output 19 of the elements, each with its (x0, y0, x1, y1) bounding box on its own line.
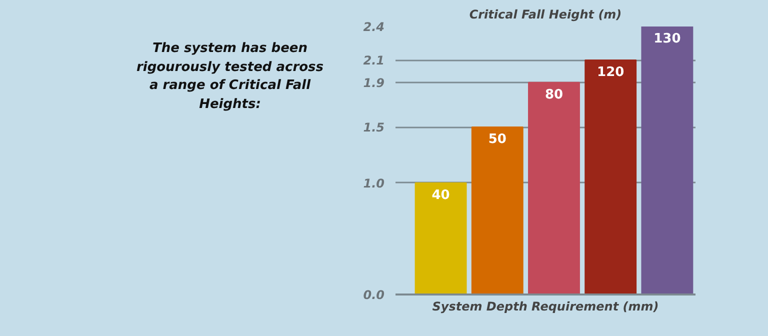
y-tick-label: 1.0 (363, 176, 385, 190)
x-axis-title: System Depth Requirement (mm) (432, 300, 659, 314)
x-tick-label: 40 (432, 188, 450, 203)
y-tick-label: 0.0 (363, 288, 385, 302)
x-tick-label: 50 (488, 132, 506, 147)
y-tick-label: 1.5 (363, 120, 385, 134)
x-tick-label: 130 (654, 32, 681, 46)
bar (528, 82, 580, 294)
y-tick-label: 2.1 (363, 54, 385, 68)
y-tick-label: 2.4 (363, 20, 385, 34)
bar (641, 26, 694, 294)
chart-title: Critical Fall Height (m) (469, 8, 622, 22)
bar (584, 60, 637, 294)
x-tick-label: 80 (544, 87, 564, 102)
y-tick-label: 1.9 (363, 76, 385, 90)
bar (471, 126, 524, 294)
text: The system has been rigourously tested across a range of Critical Fall Heights: (135, 40, 325, 114)
bar (414, 182, 467, 294)
x-tick-label: 120 (597, 65, 624, 80)
